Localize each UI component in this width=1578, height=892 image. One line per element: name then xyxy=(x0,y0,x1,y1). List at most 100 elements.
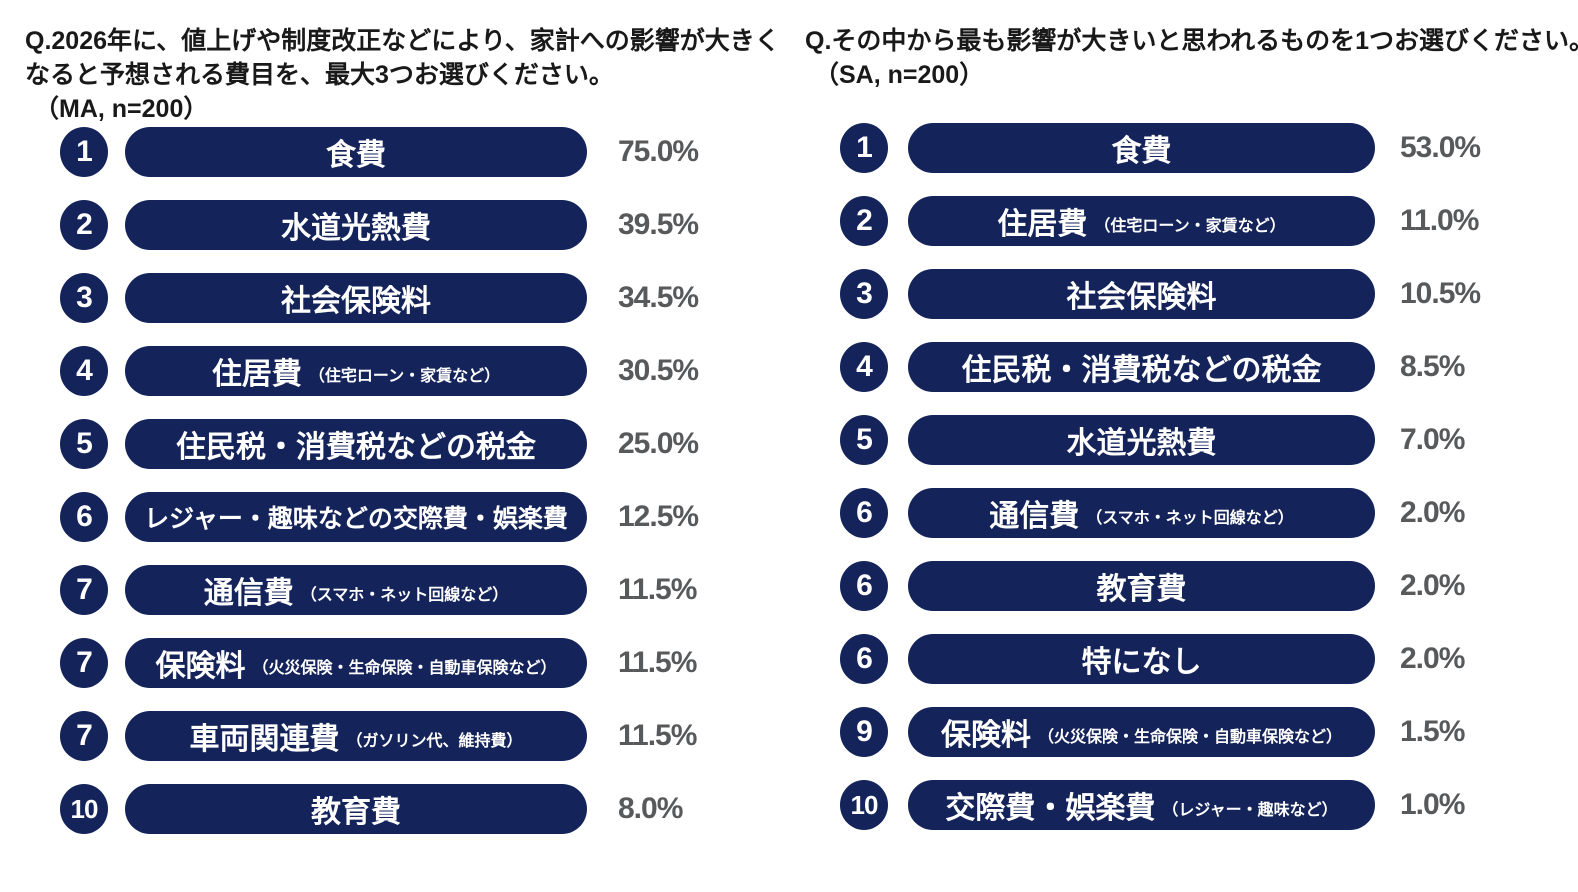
rank-row: 4 住居費 （住宅ローン・家賃など） 30.5% xyxy=(60,346,699,396)
category-label: 住居費 xyxy=(997,208,1088,241)
rank-number: 3 xyxy=(76,281,93,314)
rank-row: 3 社会保険料 34.5% xyxy=(60,273,699,323)
question-title-line1: Q.2026年に、値上げや制度改正などにより、家計への影響が大きく xyxy=(25,27,780,55)
rank-row: 10 教育費 8.0% xyxy=(60,784,698,834)
category-label: 社会保険料 xyxy=(1066,281,1217,314)
rank-row: 2 水道光熱費 39.5% xyxy=(60,200,699,250)
category-label: 通信費 xyxy=(989,500,1080,533)
percentage-value: 1.0% xyxy=(1400,788,1465,821)
category-bar: 住民税・消費税などの税金 xyxy=(908,342,1375,392)
rank-row: 1 食費 75.0% xyxy=(60,127,699,177)
rank-number: 1 xyxy=(856,131,873,164)
category-label: 水道光熱費 xyxy=(1066,427,1217,460)
rank-row: 7 保険料 （火災保険・生命保険・自動車保険など） 11.5% xyxy=(60,638,698,688)
panel-multiple-answer: Q.2026年に、値上げや制度改正などにより、家計への影響が大きく なると予想さ… xyxy=(25,24,780,857)
percentage-value: 30.5% xyxy=(618,354,699,387)
rank-badge: 1 xyxy=(840,123,888,173)
category-note: （火災保険・生命保険・自動車保険など） xyxy=(252,660,557,677)
category-bar: 保険料 （火災保険・生命保険・自動車保険など） xyxy=(908,707,1375,757)
category-label: レジャー・趣味などの交際費・娯楽費 xyxy=(144,505,568,533)
category-label: 交際費・娯楽費 xyxy=(945,792,1156,825)
rank-number: 4 xyxy=(76,354,93,387)
percentage-value: 2.0% xyxy=(1400,642,1465,675)
rank-number: 2 xyxy=(76,208,93,241)
rank-number: 6 xyxy=(856,496,873,529)
rank-number: 5 xyxy=(76,427,93,460)
percentage-value: 34.5% xyxy=(618,281,699,314)
category-bar: 教育費 xyxy=(908,561,1375,611)
category-note: （スマホ・ネット回線など） xyxy=(300,587,509,604)
rank-badge: 5 xyxy=(60,419,108,469)
rank-row: 9 保険料 （火災保険・生命保険・自動車保険など） 1.5% xyxy=(840,707,1480,757)
rank-row: 7 通信費 （スマホ・ネット回線など） 11.5% xyxy=(60,565,698,615)
category-note: （レジャー・趣味など） xyxy=(1162,802,1338,819)
question-title-right: Q.その中から最も影響が大きいと思われるものを1つお選びください。 （SA, n… xyxy=(805,24,1578,92)
category-bar: 通信費 （スマホ・ネット回線など） xyxy=(125,565,587,615)
percentage-value: 1.5% xyxy=(1400,715,1465,748)
rank-badge: 6 xyxy=(840,561,888,611)
category-bar: 教育費 xyxy=(125,784,587,834)
sample-size-note-left: （MA, n=200） xyxy=(34,95,209,123)
percentage-value: 8.0% xyxy=(618,792,683,825)
category-note: （火災保険・生命保険・自動車保険など） xyxy=(1037,729,1342,746)
percentage-value: 11.5% xyxy=(618,646,697,679)
rank-row: 6 教育費 2.0% xyxy=(840,561,1480,611)
rank-badge: 4 xyxy=(60,346,108,396)
rank-row: 5 水道光熱費 7.0% xyxy=(840,415,1480,465)
sample-size-note-right: （SA, n=200） xyxy=(814,61,985,89)
rank-number: 10 xyxy=(850,789,879,820)
rank-row: 6 レジャー・趣味などの交際費・娯楽費 12.5% xyxy=(60,492,699,542)
rank-badge: 6 xyxy=(840,634,888,684)
rank-badge: 7 xyxy=(60,565,108,615)
rank-number: 7 xyxy=(76,573,93,606)
rank-row: 6 特になし 2.0% xyxy=(840,634,1480,684)
category-label: 住民税・消費税などの税金 xyxy=(176,431,536,464)
rank-row: 5 住民税・消費税などの税金 25.0% xyxy=(60,419,699,469)
rank-badge: 3 xyxy=(840,269,888,319)
category-bar: 車両関連費 （ガソリン代、維持費） xyxy=(125,711,587,761)
rank-badge: 4 xyxy=(840,342,888,392)
ranking-list-right: 1 食費 53.0% 2 住居費 （住宅ローン・家賃など） 11.0% 3 社会… xyxy=(840,123,1481,853)
ranking-list-left: 1 食費 75.0% 2 水道光熱費 39.5% 3 社会保険料 34.5% 4… xyxy=(60,127,699,857)
category-note: （住宅ローン・家賃など） xyxy=(308,368,501,385)
category-label: 保険料 xyxy=(940,719,1031,752)
category-label: 住民税・消費税などの税金 xyxy=(961,354,1322,387)
category-label: 教育費 xyxy=(311,796,401,829)
rank-number: 6 xyxy=(856,642,873,675)
category-label: 食費 xyxy=(1111,135,1172,168)
rank-badge: 1 xyxy=(60,127,108,177)
category-bar: 保険料 （火災保険・生命保険・自動車保険など） xyxy=(125,638,587,688)
category-label: 食費 xyxy=(326,139,386,172)
rank-row: 3 社会保険料 10.5% xyxy=(840,269,1481,319)
percentage-value: 75.0% xyxy=(618,135,699,168)
rank-number: 9 xyxy=(856,715,873,748)
panel-single-answer: Q.その中から最も影響が大きいと思われるものを1つお選びください。 （SA, n… xyxy=(789,0,1578,892)
percentage-value: 53.0% xyxy=(1400,131,1481,164)
category-label: 教育費 xyxy=(1096,573,1187,606)
rank-badge: 3 xyxy=(60,273,108,323)
category-bar: レジャー・趣味などの交際費・娯楽費 xyxy=(125,492,587,542)
question-title-line2: なると予想される費目を、最大3つお選びください。 xyxy=(25,61,614,89)
rank-number: 5 xyxy=(856,423,873,456)
rank-number: 10 xyxy=(70,793,99,824)
rank-row: 10 交際費・娯楽費 （レジャー・趣味など） 1.0% xyxy=(840,780,1480,830)
rank-badge: 7 xyxy=(60,711,108,761)
rank-row: 4 住民税・消費税などの税金 8.5% xyxy=(840,342,1480,392)
percentage-value: 25.0% xyxy=(618,427,699,460)
category-label: 住居費 xyxy=(211,358,302,391)
percentage-value: 39.5% xyxy=(618,208,699,241)
category-note: （スマホ・ネット回線など） xyxy=(1086,510,1294,527)
category-bar: 水道光熱費 xyxy=(125,200,587,250)
rank-number: 7 xyxy=(76,719,93,752)
category-bar: 水道光熱費 xyxy=(908,415,1375,465)
percentage-value: 11.0% xyxy=(1400,204,1479,237)
percentage-value: 11.5% xyxy=(618,573,697,606)
question-title-line1: Q.その中から最も影響が大きいと思われるものを1つお選びください。 xyxy=(805,27,1578,55)
percentage-value: 2.0% xyxy=(1400,569,1465,602)
rank-badge: 2 xyxy=(60,200,108,250)
question-title-left: Q.2026年に、値上げや制度改正などにより、家計への影響が大きく なると予想さ… xyxy=(25,24,780,126)
rank-number: 1 xyxy=(76,135,93,168)
percentage-value: 7.0% xyxy=(1400,423,1465,456)
rank-badge: 9 xyxy=(840,707,888,757)
